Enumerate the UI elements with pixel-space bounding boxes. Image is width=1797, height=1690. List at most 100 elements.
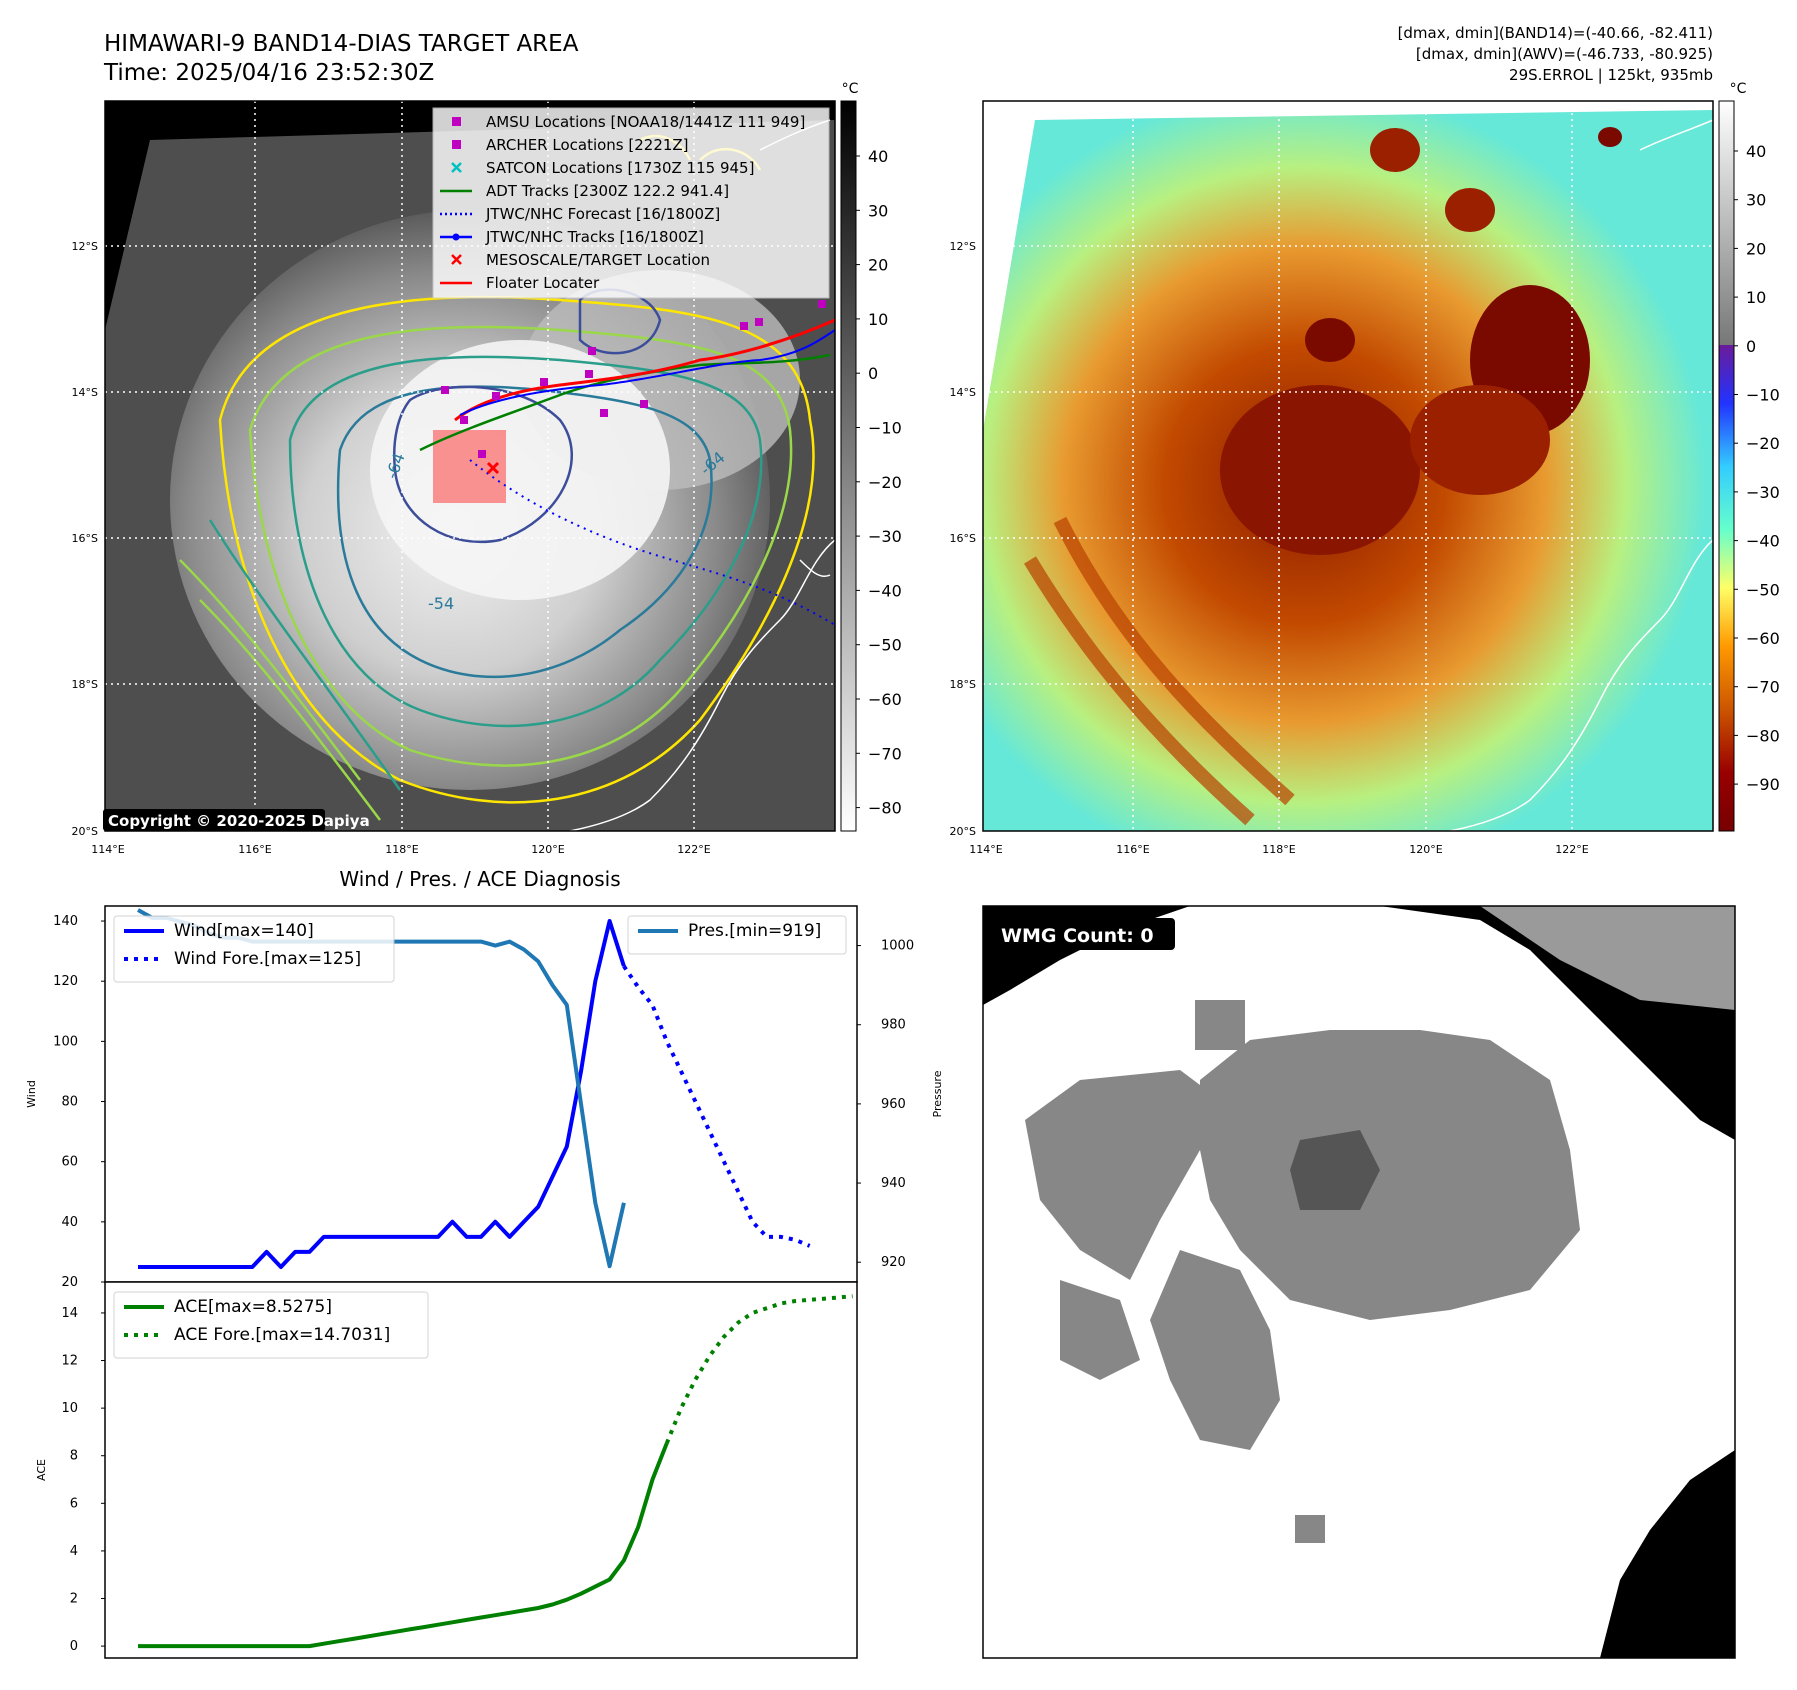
info-line-1: [dmax, dmin](BAND14)=(-40.66, -82.411) [1398, 24, 1713, 42]
wind-tick-label: 120 [53, 974, 78, 989]
main-title: HIMAWARI-9 BAND14-DIAS TARGET AREA [104, 31, 579, 57]
series-line-0-chart0 [138, 919, 626, 1269]
legend-label: AMSU Locations [NOAA18/1441Z 111 949] [486, 113, 805, 131]
chart-legend-label: ACE[max=8.5275] [174, 1297, 332, 1317]
wind-tick-label: 40 [61, 1215, 78, 1230]
amsu-markers [441, 300, 826, 458]
info-line-3: 29S.ERROL | 125kt, 935mb [1509, 66, 1713, 84]
colorbar-tick-label: 20 [868, 256, 888, 275]
series-line-0-chart1 [138, 1442, 669, 1649]
legend-x-marker [451, 162, 462, 173]
colorbar-tick-label: −10 [868, 419, 902, 438]
lat-tick-label: 12°S [950, 240, 976, 253]
info-line-2: [dmax, dmin](AWV)=(-46.733, -80.925) [1416, 45, 1713, 63]
lon-tick-label: 118°E [1262, 843, 1295, 856]
chart-legend-box [113, 1291, 429, 1359]
wind-axis-label: Wind [25, 1080, 38, 1108]
diagnosis-ticks: 1401201008060402010009809609409201412108… [53, 914, 914, 1654]
ace-tick-label: 6 [70, 1496, 78, 1511]
colorbar-tick-label: 20 [1746, 239, 1766, 258]
wmg-count-badge: WMG Count: 0 [992, 918, 1175, 950]
copyright-badge: Copyright © 2020-2025 Dapiya [103, 809, 370, 831]
colorbar-tick-label: −80 [1746, 726, 1780, 745]
lon-tick-label: 114°E [969, 843, 1002, 856]
wind-tick-label: 60 [61, 1155, 78, 1170]
chart-legend-label: Pres.[min=919] [688, 921, 821, 941]
time-subtitle: Time: 2025/04/16 23:52:30Z [103, 60, 434, 86]
legend-entry: JTWC/NHC Tracks [16/1800Z] [440, 228, 704, 246]
enh-colorbar-top [1719, 101, 1734, 345]
chart-legend-label: ACE Fore.[max=14.7031] [174, 1325, 390, 1345]
lon-tick-label: 122°E [1555, 843, 1588, 856]
diagnosis-title: Wind / Pres. / ACE Diagnosis [339, 867, 620, 891]
chart-legend-box [113, 915, 395, 983]
ace-tick-label: 12 [61, 1354, 78, 1369]
lat-tick-label: 14°S [72, 386, 98, 399]
enh-colorbar-ticks: 40 30 20 10 0 −10 −20 −30 −40 −50 −60 −70 −80 −90 [1734, 142, 1780, 794]
wind-tick-label: 140 [53, 914, 78, 929]
wind-tick-label: 20 [61, 1275, 78, 1290]
ace-tick-label: 8 [70, 1449, 78, 1464]
ir-colorbar [840, 100, 857, 832]
lat-tick-label: 14°S [950, 386, 976, 399]
ir-colorbar-ticks: 40 30 20 10 0 −10 −20 −30 −40 −50 −60 −70 −80 [856, 147, 902, 818]
lon-tick-label: 114°E [91, 843, 124, 856]
colorbar-tick-label: −60 [1746, 629, 1780, 648]
ace-tick-label: 4 [70, 1544, 78, 1559]
legend-entry: ADT Tracks [2300Z 122.2 941.4] [440, 182, 729, 200]
colorbar-tick-label: −30 [868, 527, 902, 546]
legend-entry: SATCON Locations [1730Z 115 945] [451, 159, 754, 177]
chart-legend-box [627, 915, 847, 955]
pres-tick-label: 1000 [881, 939, 914, 954]
colorbar-tick-label: 30 [868, 201, 888, 220]
lat-tick-label: 16°S [950, 532, 976, 545]
lon-tick-label: 120°E [1409, 843, 1442, 856]
colorbar-tick-label: −90 [1746, 775, 1780, 794]
ace-tick-label: 14 [61, 1306, 78, 1321]
legend-entry: Floater Locater [440, 274, 600, 292]
ace-axis-label: ACE [35, 1459, 48, 1481]
enh-colorbar-unit: °C [1730, 81, 1747, 97]
lat-tick-label: 18°S [950, 678, 976, 691]
legend-square-marker [452, 140, 461, 149]
colorbar-tick-label: −40 [1746, 532, 1780, 551]
pres-tick-label: 960 [881, 1097, 906, 1112]
svg-text:WMG Count: 0: WMG Count: 0 [1001, 925, 1154, 947]
colorbar-tick-label: −80 [868, 799, 902, 818]
lon-tick-label: 120°E [531, 843, 564, 856]
colorbar-tick-label: −50 [1746, 580, 1780, 599]
colorbar-tick-label: −10 [1746, 386, 1780, 405]
colorbar-tick-label: −20 [1746, 434, 1780, 453]
ace-tick-label: 2 [70, 1592, 78, 1607]
lon-tick-label: 116°E [238, 843, 271, 856]
legend-entry: ARCHER Locations [2221Z] [452, 136, 689, 154]
lat-tick-label: 12°S [72, 240, 98, 253]
ace-tick-label: 0 [70, 1639, 78, 1654]
lat-tick-label: 16°S [72, 532, 98, 545]
colorbar-tick-label: −70 [868, 744, 902, 763]
legend-label: SATCON Locations [1730Z 115 945] [486, 159, 754, 177]
lon-tick-label: 118°E [385, 843, 418, 856]
ace-tick-label: 10 [61, 1401, 78, 1416]
lat-tick-label: 18°S [72, 678, 98, 691]
colorbar-tick-label: −60 [868, 690, 902, 709]
pres-tick-label: 920 [881, 1255, 906, 1270]
legend-entry: MESOSCALE/TARGET Location [451, 251, 710, 269]
legend-label: MESOSCALE/TARGET Location [486, 251, 710, 269]
chart-legend-label: Wind[max=140] [174, 921, 314, 941]
lat-tick-label: 20°S [950, 825, 976, 838]
colorbar-tick-label: 40 [1746, 142, 1766, 161]
legend-label: Floater Locater [486, 274, 600, 292]
colorbar-tick-label: −40 [868, 581, 902, 600]
floater-track [454, 318, 835, 422]
ir-colorbar-unit: °C [842, 81, 859, 97]
lat-tick-label: 20°S [72, 825, 98, 838]
svg-text:Copyright © 2020-2025 Dapiya: Copyright © 2020-2025 Dapiya [108, 812, 370, 830]
wind-tick-label: 100 [53, 1034, 78, 1049]
contour-label-2: -54 [428, 594, 454, 613]
colorbar-tick-label: 10 [868, 310, 888, 329]
legend-label: ADT Tracks [2300Z 122.2 941.4] [486, 182, 729, 200]
ir-map-panel: -64 -54 -64 AMSU Locations [NOAA18/1441Z… [103, 81, 902, 832]
series-line-1-chart0 [622, 965, 811, 1248]
lon-tick-label: 116°E [1116, 843, 1149, 856]
